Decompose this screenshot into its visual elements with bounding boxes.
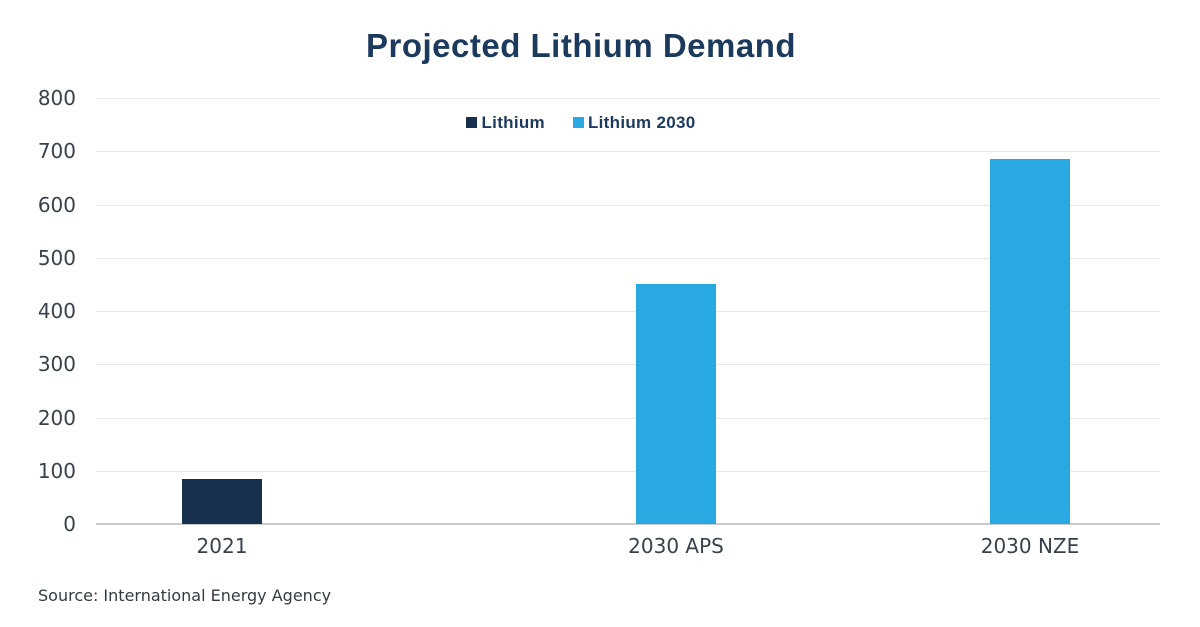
y-axis-tick-label: 100 <box>37 458 76 483</box>
bar-2030-nze <box>990 159 1070 524</box>
y-axis-tick-label: 500 <box>37 245 76 270</box>
x-axis-line <box>96 523 1160 525</box>
gridline <box>96 98 1160 99</box>
x-axis-category-label: 2030 NZE <box>980 534 1080 558</box>
chart-title: Projected Lithium Demand <box>365 27 797 64</box>
gridline <box>96 311 1160 312</box>
x-axis-category-label: 2021 <box>196 534 248 558</box>
y-axis-tick-label: 300 <box>37 352 76 377</box>
legend-swatch <box>572 117 584 128</box>
bar-2021 <box>182 478 262 524</box>
x-axis-category-label: 2030 APS <box>628 534 724 558</box>
y-axis-tick-label: 700 <box>37 139 76 164</box>
gridline <box>96 417 1160 419</box>
source-note: Source: International Energy Agency <box>38 586 332 605</box>
y-axis-tick-label: 400 <box>37 299 76 323</box>
legend-item: Lithium <box>466 113 545 132</box>
legend-label: Lithium 2030 <box>587 113 696 132</box>
bar-2030-aps <box>636 284 716 524</box>
y-axis-tick-label: 0 <box>63 512 76 536</box>
gridline <box>96 257 1160 259</box>
legend-label: Lithium <box>481 113 545 132</box>
gridline <box>96 151 1160 153</box>
legend-swatch <box>466 117 478 128</box>
y-axis-tick-label: 600 <box>37 192 76 217</box>
chart-legend: Lithium Lithium 2030 <box>0 114 1162 131</box>
gridline <box>96 204 1160 206</box>
legend-item: Lithium 2030 <box>572 113 696 132</box>
gridline <box>96 364 1160 366</box>
gridline <box>96 470 1160 472</box>
y-axis-tick-label: 800 <box>37 86 76 110</box>
y-axis-tick-label: 200 <box>37 405 76 430</box>
